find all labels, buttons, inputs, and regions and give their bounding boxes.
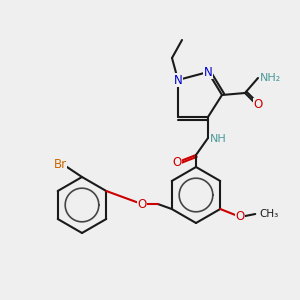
Text: O: O (172, 155, 182, 169)
Text: O: O (137, 199, 146, 212)
Text: N: N (204, 65, 212, 79)
Text: O: O (236, 211, 245, 224)
Text: Br: Br (53, 158, 67, 170)
Text: NH: NH (210, 134, 227, 144)
Text: CH₃: CH₃ (259, 209, 278, 219)
Text: N: N (174, 74, 182, 86)
Text: NH₂: NH₂ (260, 73, 281, 83)
Text: O: O (254, 98, 262, 112)
